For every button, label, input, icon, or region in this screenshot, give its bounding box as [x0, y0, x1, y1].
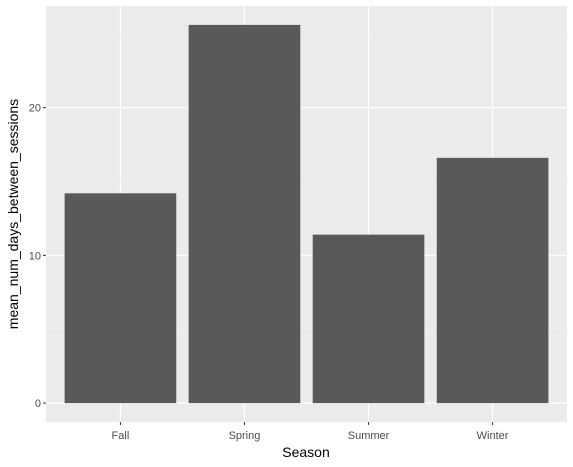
x-tick-label-fall: Fall — [112, 430, 130, 442]
x-axis-title: Season — [282, 444, 329, 460]
bar-winter — [436, 157, 549, 404]
x-tick-label-spring: Spring — [229, 430, 261, 442]
x-tick-label-summer: Summer — [348, 430, 390, 442]
y-tick-label: 0 — [35, 398, 41, 410]
bar-summer — [312, 234, 425, 404]
bars — [64, 24, 549, 404]
x-axis: Fall Spring Summer Winter — [112, 422, 509, 442]
x-tick-label-winter: Winter — [477, 430, 509, 442]
y-axis: 0 10 20 — [29, 103, 46, 410]
bar-fall — [64, 193, 177, 404]
y-tick-label: 20 — [29, 103, 41, 115]
bar-spring — [188, 24, 301, 404]
y-axis-title: mean_num_days_between_sessions — [5, 99, 21, 329]
y-tick-label: 10 — [29, 250, 41, 262]
